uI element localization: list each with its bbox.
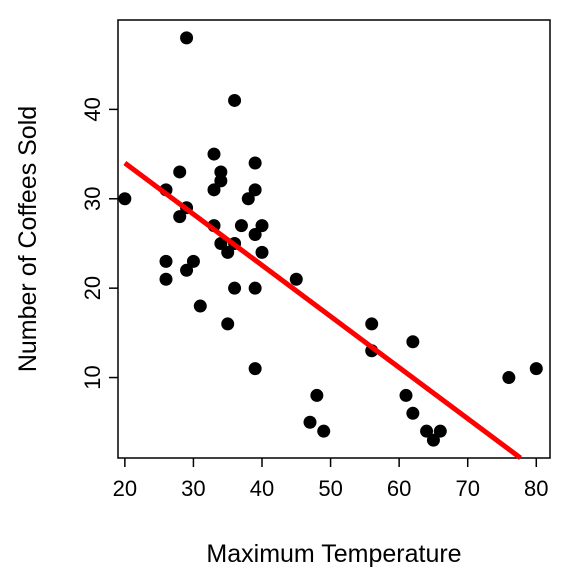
data-point (234, 219, 248, 233)
x-tick-label: 70 (455, 476, 479, 501)
data-point (228, 93, 242, 107)
y-axis-title: Number of Coffees Sold (14, 106, 42, 372)
y-tick-label: 10 (80, 365, 105, 389)
data-point (214, 174, 228, 188)
data-point (228, 281, 242, 295)
data-point (365, 317, 379, 331)
data-point (248, 281, 262, 295)
data-point (221, 245, 235, 259)
data-point (310, 388, 324, 402)
data-point (406, 406, 420, 420)
x-axis-title: Maximum Temperature (206, 540, 461, 568)
data-point (420, 424, 434, 438)
data-point (529, 362, 543, 376)
data-point (159, 254, 173, 268)
data-point (173, 210, 187, 224)
y-tick-label: 30 (80, 187, 105, 211)
data-points (118, 31, 543, 447)
data-point (255, 245, 269, 259)
data-point (317, 424, 331, 438)
data-point (180, 263, 194, 277)
data-point (214, 236, 228, 250)
data-point (173, 165, 187, 179)
data-point (289, 272, 303, 286)
data-point (186, 254, 200, 268)
data-point (248, 183, 262, 197)
data-point (241, 192, 255, 206)
data-point (426, 433, 440, 447)
data-point (193, 299, 207, 313)
data-point (502, 371, 516, 385)
data-point (303, 415, 317, 429)
x-tick-label: 60 (387, 476, 411, 501)
x-tick-label: 30 (181, 476, 205, 501)
data-point (406, 335, 420, 349)
data-point (180, 31, 194, 45)
regression-line (123, 161, 523, 461)
fit-line (123, 161, 523, 461)
x-axis: 20 30 40 50 60 70 80 (113, 458, 549, 501)
x-tick-label: 80 (524, 476, 548, 501)
data-point (159, 272, 173, 286)
data-point (433, 424, 447, 438)
data-point (214, 165, 228, 179)
plot-frame (117, 19, 551, 459)
x-tick-label: 50 (318, 476, 342, 501)
y-tick-label: 20 (80, 276, 105, 300)
x-tick-label: 40 (250, 476, 274, 501)
data-point (207, 183, 221, 197)
data-point (248, 362, 262, 376)
data-point (118, 192, 132, 206)
data-point (207, 147, 221, 161)
data-point (221, 317, 235, 331)
data-point (255, 219, 269, 233)
x-tick-label: 20 (113, 476, 137, 501)
data-point (248, 156, 262, 170)
y-axis: 10 20 30 40 (80, 97, 118, 390)
y-tick-label: 40 (80, 97, 105, 121)
data-point (248, 228, 262, 242)
data-point (399, 388, 413, 402)
